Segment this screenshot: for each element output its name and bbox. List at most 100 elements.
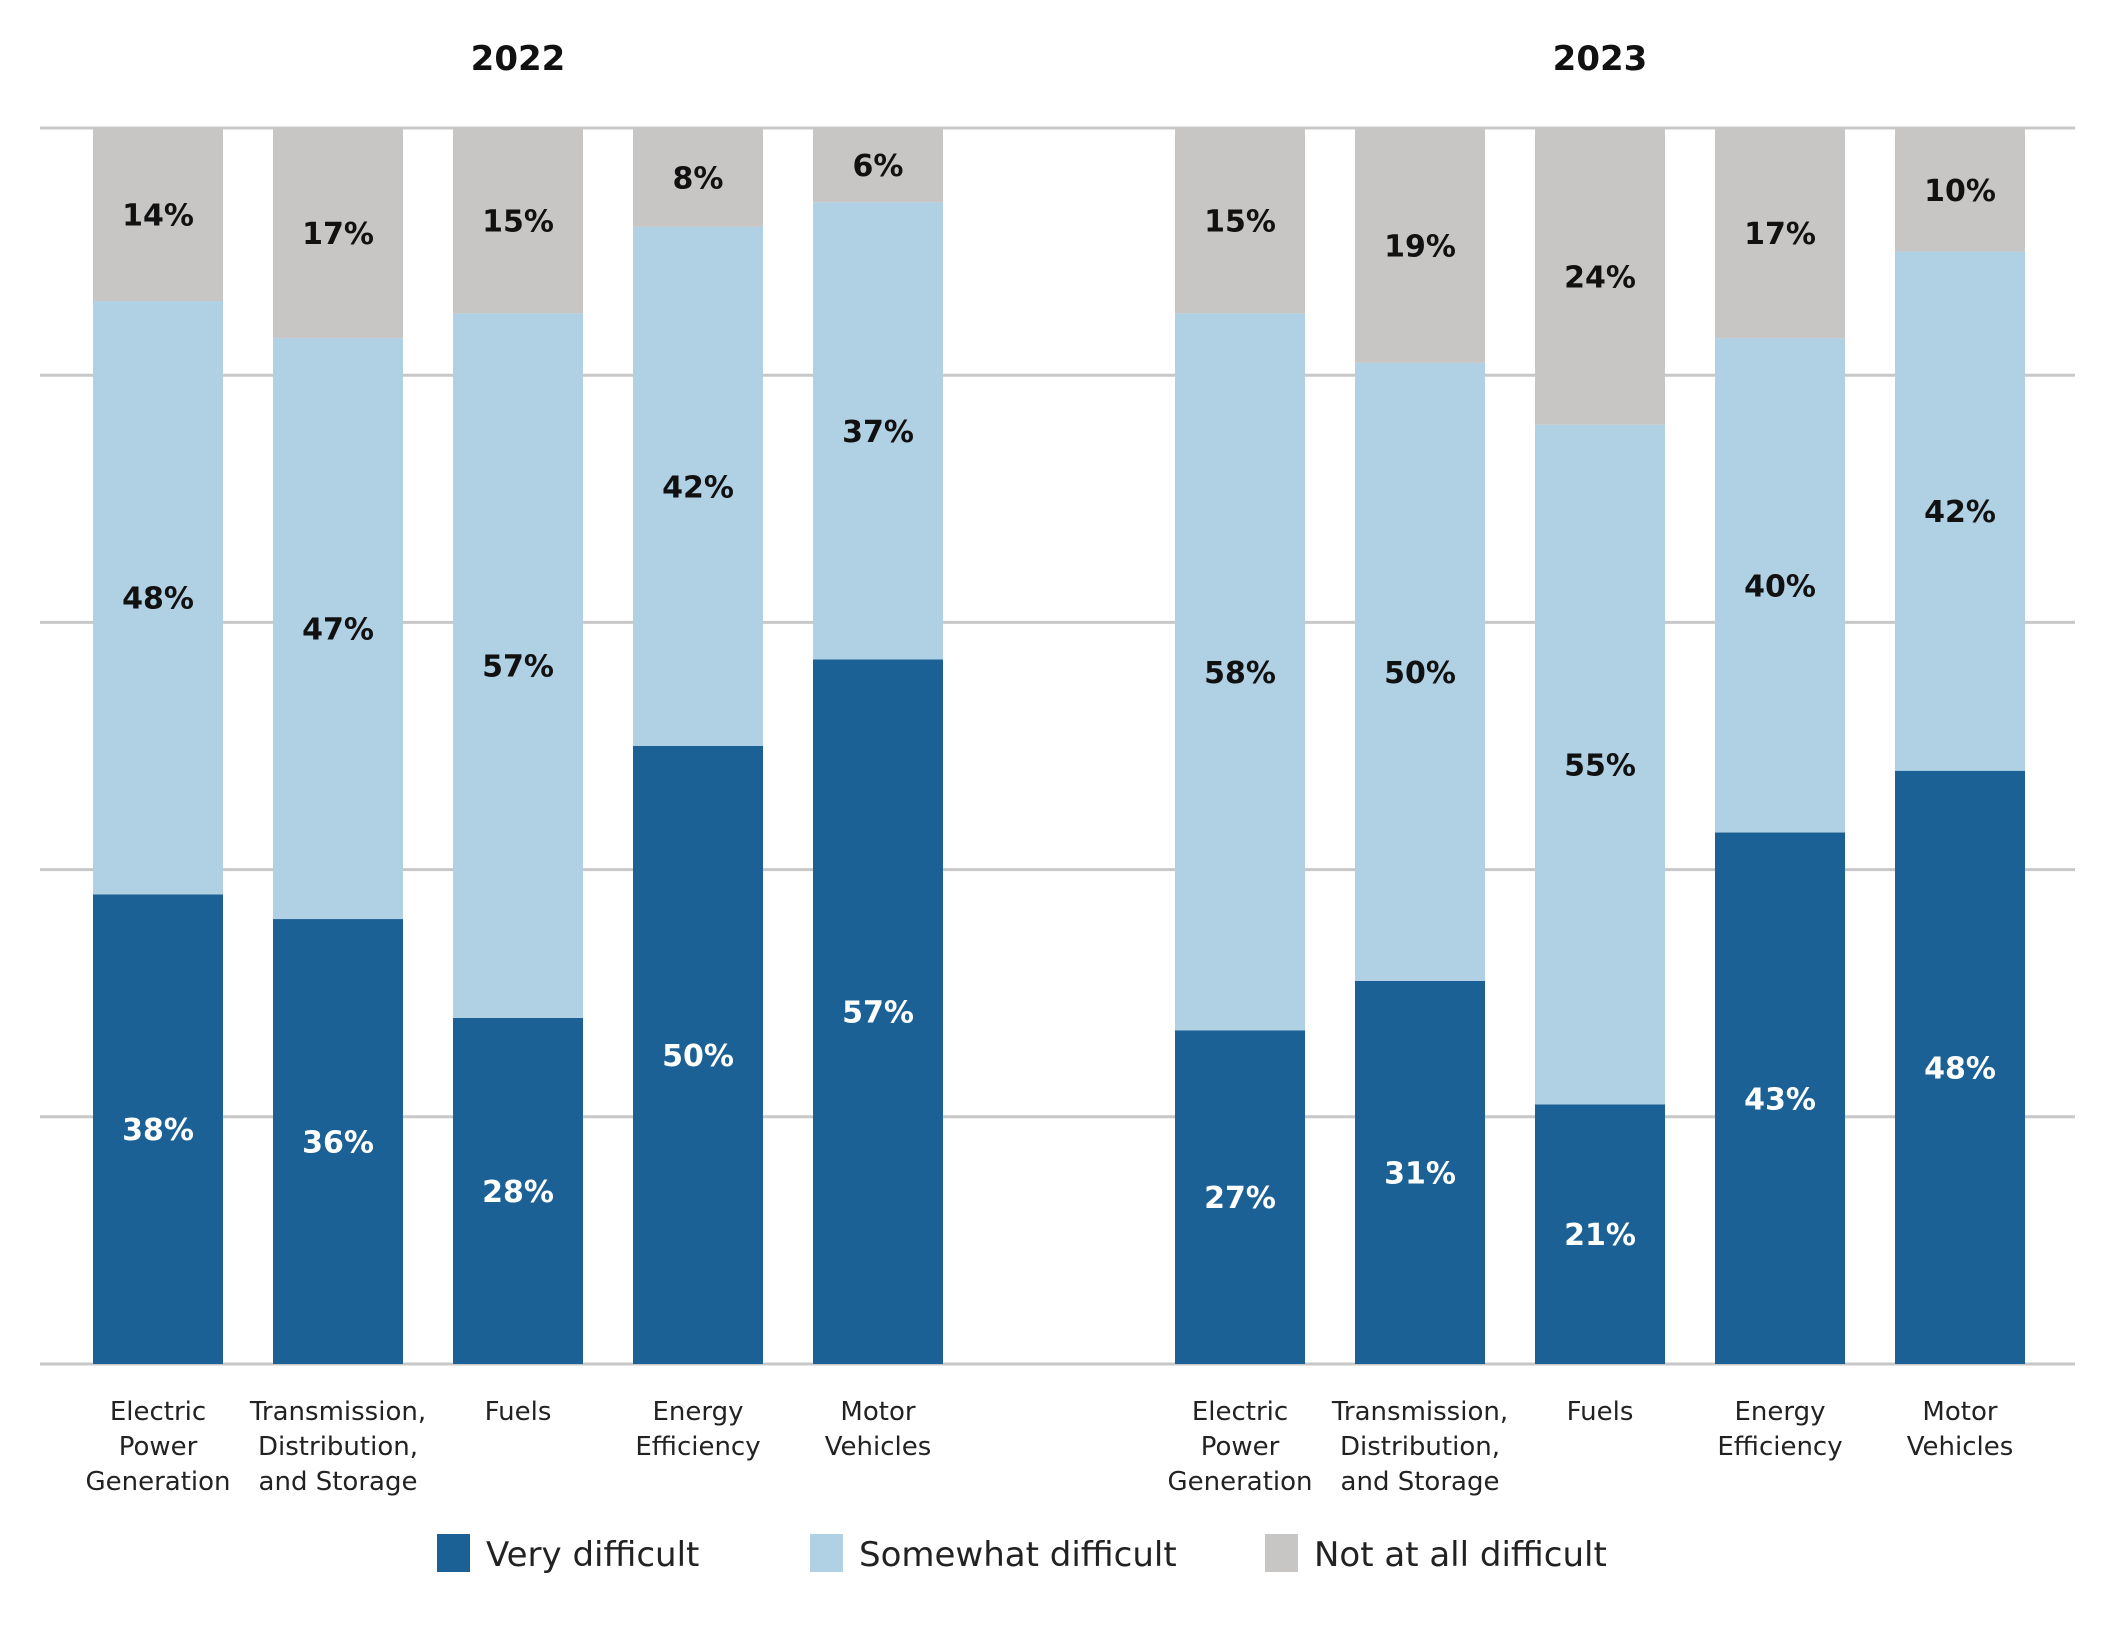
category-label-line: Motor <box>840 1397 915 1427</box>
bars <box>93 128 2025 1364</box>
category-label-line: Power <box>1201 1432 1280 1462</box>
value-label-notatall-2023-2: 24% <box>1564 260 1636 295</box>
value-label-very-2022-1: 36% <box>302 1126 374 1161</box>
bar-segment-somewhat-2022-3 <box>633 226 763 746</box>
value-label-notatall-2023-3: 17% <box>1744 217 1816 252</box>
value-label-very-2023-3: 43% <box>1744 1082 1816 1117</box>
category-label-2022-4: Motor Vehicles <box>825 1397 932 1462</box>
category-label-line: Electric <box>1192 1397 1288 1427</box>
category-label-2023-0: Electric Power Generation <box>1167 1397 1312 1497</box>
group-titles: 2022 2023 <box>471 39 1648 79</box>
value-label-somewhat-2023-3: 40% <box>1744 569 1816 604</box>
bar-segment-somewhat-2023-0 <box>1175 313 1305 1031</box>
category-label-2023-2: Fuels <box>1567 1397 1634 1427</box>
bar-segment-somewhat-2023-4 <box>1895 251 2025 771</box>
category-label-2023-1: Transmission, Distribution, and Storage <box>1331 1397 1508 1497</box>
bar-segment-notatall-2023-0 <box>1175 128 1305 314</box>
value-label-notatall-2023-4: 10% <box>1924 174 1996 209</box>
bar-segment-very-2022-2 <box>453 1017 583 1364</box>
category-label-line: Efficiency <box>635 1432 760 1462</box>
value-label-notatall-2023-1: 19% <box>1384 229 1456 264</box>
bar-segment-somewhat-2022-1 <box>273 338 403 920</box>
bar-segment-very-2023-3 <box>1715 832 1845 1364</box>
group-title-2022: 2022 <box>471 39 566 79</box>
category-label-line: Energy <box>652 1397 743 1427</box>
category-label-line: Fuels <box>1567 1397 1634 1427</box>
category-label-2023-4: Motor Vehicles <box>1907 1397 2014 1462</box>
bar-segment-notatall-2022-4 <box>813 128 943 203</box>
value-label-somewhat-2022-3: 42% <box>662 470 734 505</box>
category-label-2022-3: Energy Efficiency <box>635 1397 760 1462</box>
group-title-2023: 2023 <box>1553 39 1648 79</box>
value-label-somewhat-2023-4: 42% <box>1924 495 1996 530</box>
value-label-notatall-2023-0: 15% <box>1204 205 1276 240</box>
category-label-line: Energy <box>1734 1397 1825 1427</box>
value-label-very-2022-4: 57% <box>842 996 914 1031</box>
bar-segment-somewhat-2023-2 <box>1535 424 1665 1105</box>
bar-segment-very-2022-0 <box>93 894 223 1364</box>
category-label-line: Motor <box>1922 1397 1997 1427</box>
category-label-line: Distribution, <box>1340 1432 1500 1462</box>
value-label-very-2022-2: 28% <box>482 1175 554 1210</box>
legend: Very difficult Somewhat difficult Not at a… <box>437 1534 1607 1575</box>
value-label-very-2022-3: 50% <box>662 1039 734 1074</box>
legend-swatch-very <box>437 1534 470 1572</box>
category-labels: Electric Power Generation Transmission, Dist… <box>85 1397 2013 1497</box>
category-label-line: Transmission, <box>249 1397 426 1427</box>
category-label-line: Vehicles <box>1907 1432 2014 1462</box>
bar-segment-notatall-2023-2 <box>1535 128 1665 425</box>
value-label-somewhat-2022-0: 48% <box>122 582 194 617</box>
value-label-somewhat-2022-2: 57% <box>482 650 554 685</box>
legend-swatch-notatall <box>1265 1534 1298 1572</box>
bar-segment-very-2022-3 <box>633 746 763 1364</box>
bar-segment-notatall-2023-4 <box>1895 128 2025 252</box>
bar-segment-notatall-2022-3 <box>633 128 763 227</box>
value-label-somewhat-2022-1: 47% <box>302 613 374 648</box>
bar-segment-notatall-2022-1 <box>273 128 403 339</box>
bar-segment-very-2023-1 <box>1355 980 1485 1364</box>
bar-segment-somewhat-2022-0 <box>93 301 223 895</box>
category-label-line: Vehicles <box>825 1432 932 1462</box>
value-label-notatall-2022-2: 15% <box>482 205 554 240</box>
bar-segment-notatall-2023-3 <box>1715 128 1845 339</box>
bar-segment-notatall-2023-1 <box>1355 128 1485 363</box>
value-label-somewhat-2023-0: 58% <box>1204 656 1276 691</box>
category-label-line: Transmission, <box>1331 1397 1508 1427</box>
value-label-very-2023-4: 48% <box>1924 1051 1996 1086</box>
category-label-2023-3: Energy Efficiency <box>1717 1397 1842 1462</box>
value-label-somewhat-2023-1: 50% <box>1384 656 1456 691</box>
category-label-2022-1: Transmission, Distribution, and Storage <box>249 1397 426 1497</box>
category-label-line: and Storage <box>1341 1467 1500 1497</box>
bar-segment-somewhat-2023-1 <box>1355 362 1485 981</box>
bar-segment-very-2023-2 <box>1535 1104 1665 1364</box>
bar-segment-somewhat-2022-4 <box>813 202 943 660</box>
bar-segment-very-2023-4 <box>1895 770 2025 1364</box>
category-label-line: Power <box>119 1432 198 1462</box>
category-label-line: Electric <box>110 1397 206 1427</box>
bar-segment-very-2022-1 <box>273 919 403 1364</box>
category-label-2022-2: Fuels <box>485 1397 552 1427</box>
value-label-somewhat-2023-2: 55% <box>1564 749 1636 784</box>
value-labels: 38% 48% 14% 36% 47% 17% 28% 57% 15% 50% 42% 8% 57% 37… <box>122 149 1996 1253</box>
value-label-notatall-2022-3: 8% <box>673 161 724 196</box>
category-label-line: and Storage <box>259 1467 418 1497</box>
value-label-notatall-2022-1: 17% <box>302 217 374 252</box>
value-label-very-2023-0: 27% <box>1204 1181 1276 1216</box>
category-label-line: Efficiency <box>1717 1432 1842 1462</box>
bar-segment-somewhat-2022-2 <box>453 313 583 1018</box>
category-label-line: Fuels <box>485 1397 552 1427</box>
category-label-line: Generation <box>85 1467 230 1497</box>
bar-segment-notatall-2022-0 <box>93 128 223 302</box>
bar-segment-notatall-2022-2 <box>453 128 583 314</box>
legend-label-notatall: Not at all difficult <box>1314 1535 1607 1575</box>
category-label-line: Generation <box>1167 1467 1312 1497</box>
value-label-very-2023-2: 21% <box>1564 1218 1636 1253</box>
value-label-notatall-2022-4: 6% <box>853 149 904 184</box>
legend-label-very: Very difficult <box>486 1535 699 1575</box>
legend-swatch-somewhat <box>810 1534 843 1572</box>
value-label-notatall-2022-0: 14% <box>122 199 194 234</box>
bar-segment-very-2022-4 <box>813 659 943 1364</box>
bar-segment-very-2023-0 <box>1175 1030 1305 1364</box>
